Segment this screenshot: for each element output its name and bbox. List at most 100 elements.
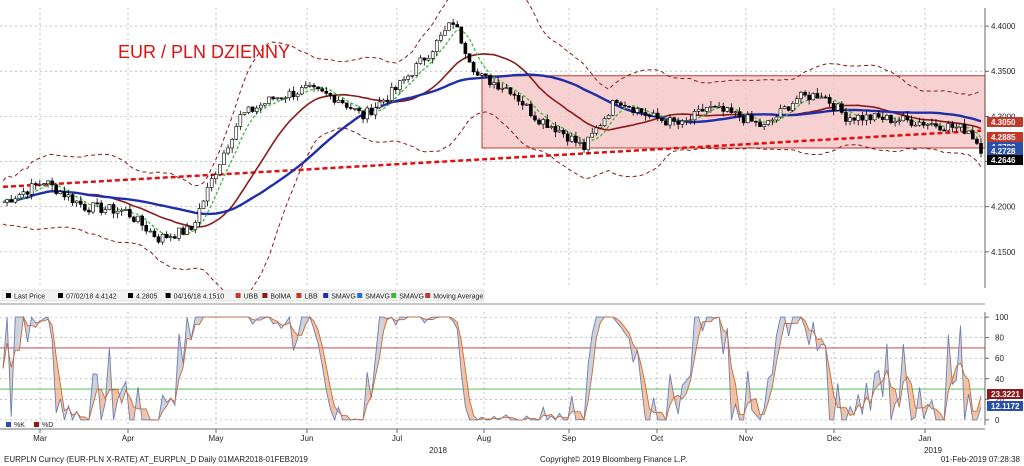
candle-body bbox=[13, 198, 18, 203]
candle-body bbox=[610, 100, 615, 116]
candle-body bbox=[50, 180, 54, 186]
candle-body bbox=[958, 123, 963, 128]
candle-body bbox=[5, 199, 9, 203]
candle-body bbox=[132, 216, 136, 222]
candle-body bbox=[885, 114, 889, 120]
candle-body bbox=[921, 121, 926, 126]
candle-body bbox=[484, 73, 488, 76]
candle-body bbox=[271, 96, 275, 100]
osc-legend-swatch bbox=[34, 422, 39, 427]
oscillator-fill bbox=[121, 381, 126, 404]
y-tick-label: 4.4000 bbox=[991, 22, 1016, 31]
candle-body bbox=[42, 183, 46, 186]
stochastic-k-line bbox=[2, 315, 982, 422]
candle-body bbox=[508, 87, 513, 95]
candle-body bbox=[246, 106, 251, 113]
bollinger-mid-line bbox=[2, 53, 982, 228]
legend-swatch bbox=[262, 293, 268, 298]
candle-body bbox=[144, 225, 149, 232]
candle-body bbox=[479, 73, 484, 76]
candle-body bbox=[598, 125, 603, 129]
lower-bollinger-band bbox=[2, 111, 982, 298]
candle-body bbox=[615, 100, 619, 104]
candle-body bbox=[872, 113, 877, 121]
candle-body bbox=[189, 225, 194, 230]
oscillator-fill bbox=[56, 356, 61, 414]
legend-swatch bbox=[165, 293, 171, 298]
oscillator-fill bbox=[563, 417, 568, 420]
candle-body bbox=[434, 40, 439, 52]
axes: 4.40004.35004.30004.25004.20004.15001008… bbox=[0, 8, 1016, 455]
stochastic-d-line bbox=[2, 315, 982, 422]
candle-body bbox=[17, 194, 22, 200]
candle-body bbox=[218, 164, 222, 175]
candle-body bbox=[934, 123, 938, 127]
bollinger-bands bbox=[2, 0, 982, 298]
candle-body bbox=[754, 120, 758, 123]
candle-body bbox=[164, 233, 169, 238]
oscillator-fill bbox=[195, 317, 200, 325]
candle-body bbox=[795, 98, 799, 104]
oscillator-fill bbox=[162, 395, 167, 412]
candle-body bbox=[688, 119, 693, 122]
osc-price-tag-label: 23.3221 bbox=[991, 390, 1020, 399]
legend-swatch bbox=[235, 293, 241, 298]
candle-body bbox=[62, 191, 67, 198]
candle-body bbox=[631, 106, 635, 113]
legend-label: BolMA bbox=[270, 294, 291, 301]
candle-body bbox=[844, 112, 848, 122]
candle-body bbox=[357, 108, 361, 112]
candle-body bbox=[488, 75, 492, 85]
candle-body bbox=[254, 107, 259, 112]
year-label: 2018 bbox=[429, 446, 447, 455]
y-tick-label: 4.2000 bbox=[991, 203, 1016, 212]
candle-body bbox=[709, 105, 713, 108]
candle-body bbox=[639, 108, 644, 113]
price-tag-box bbox=[987, 117, 1023, 127]
candle-body bbox=[880, 116, 885, 120]
legend-swatch bbox=[128, 293, 133, 298]
candle-body bbox=[304, 85, 308, 88]
candle-body bbox=[582, 142, 586, 151]
oscillator-fill bbox=[972, 411, 977, 420]
candle-body bbox=[574, 135, 578, 143]
candle-body bbox=[152, 230, 157, 238]
candle-body bbox=[938, 125, 942, 131]
candle-body bbox=[320, 88, 324, 92]
candle-body bbox=[930, 123, 934, 125]
month-label: Jan bbox=[919, 434, 932, 443]
oscillator-fill bbox=[768, 374, 773, 403]
legend-swatch bbox=[425, 293, 431, 298]
candle-body bbox=[213, 174, 218, 180]
candle-body bbox=[647, 115, 652, 117]
candle-body bbox=[942, 129, 946, 132]
candle-body bbox=[287, 90, 292, 99]
candle-body bbox=[475, 71, 480, 76]
candle-body bbox=[201, 200, 206, 209]
candle-body bbox=[91, 202, 95, 213]
oscillator-fill bbox=[31, 317, 36, 328]
candle-body bbox=[504, 87, 509, 90]
candle-body bbox=[680, 120, 685, 125]
candle-body bbox=[786, 106, 791, 111]
oscillator-fill bbox=[326, 366, 331, 410]
candle-body bbox=[766, 120, 771, 125]
candle-body bbox=[467, 53, 472, 63]
osc-y-tick-label: 60 bbox=[995, 354, 1004, 363]
legend-swatch bbox=[391, 293, 397, 298]
candle-body bbox=[827, 96, 832, 104]
legend-label: 04/16/18 4.1510 bbox=[174, 294, 225, 301]
osc-y-tick-label: 20 bbox=[995, 395, 1004, 404]
candle-body bbox=[459, 26, 464, 44]
oscillator-fill bbox=[80, 417, 85, 420]
candle-body bbox=[741, 116, 746, 124]
candle-body bbox=[852, 117, 856, 121]
candle-body bbox=[524, 103, 529, 106]
month-label: Dec bbox=[827, 434, 841, 443]
candle-body bbox=[21, 191, 26, 195]
candle-body bbox=[308, 85, 312, 87]
month-label: Jun bbox=[301, 434, 314, 443]
candle-body bbox=[156, 236, 161, 243]
candle-body bbox=[831, 103, 836, 111]
candle-body bbox=[197, 208, 202, 223]
